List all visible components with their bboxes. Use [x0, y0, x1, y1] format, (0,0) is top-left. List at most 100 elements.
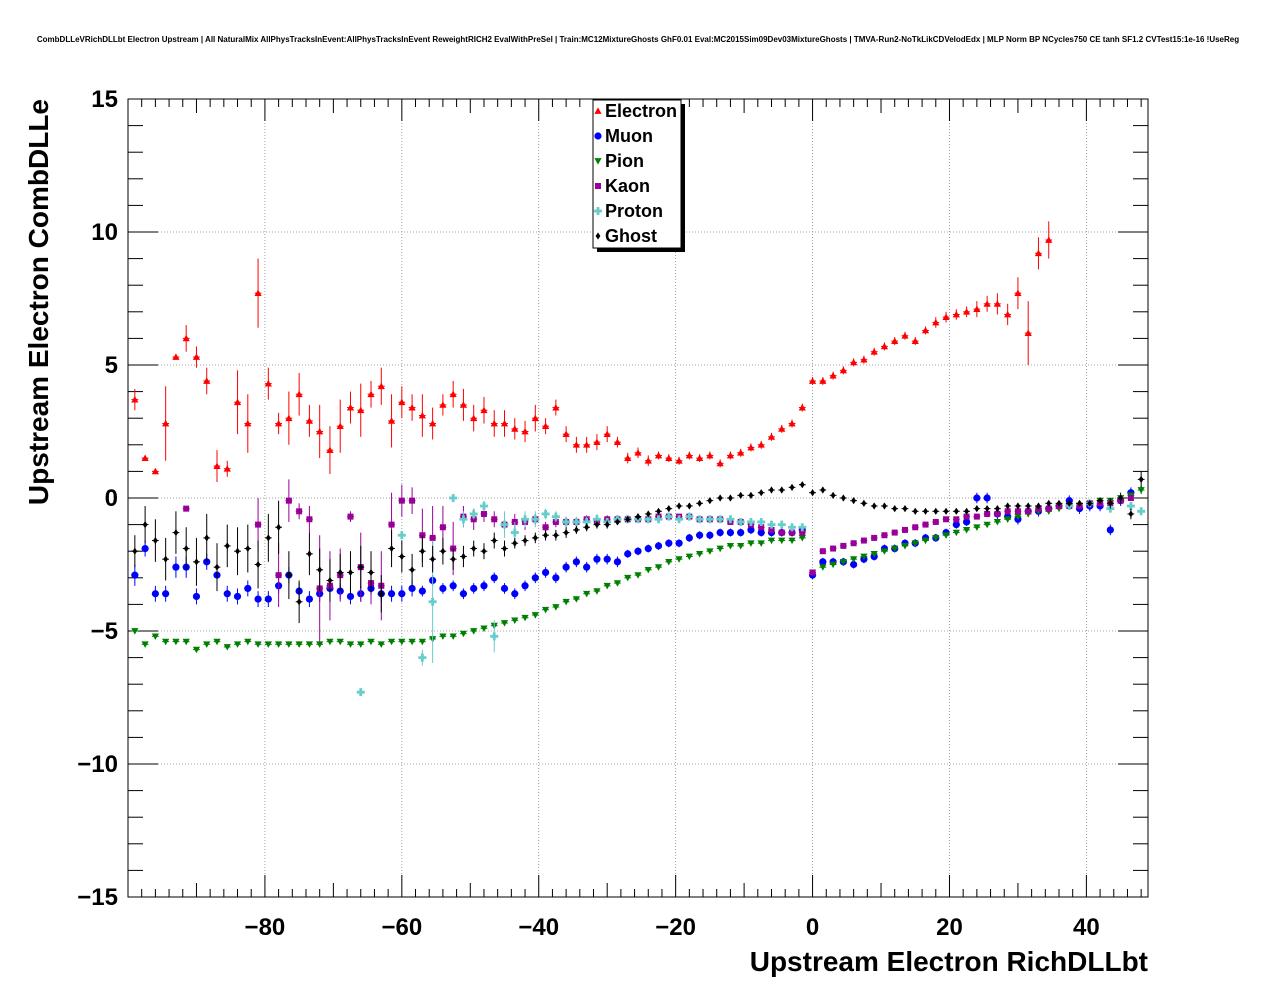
marker — [449, 494, 458, 502]
pion-point — [162, 638, 170, 646]
marker — [779, 486, 785, 494]
electron-point — [726, 451, 735, 460]
muon-point — [726, 528, 735, 537]
legend-entry-ghost: Ghost — [595, 226, 657, 246]
proton-point — [500, 511, 509, 538]
marker — [223, 590, 231, 598]
marker — [758, 489, 764, 497]
marker — [1015, 502, 1021, 510]
marker — [892, 505, 898, 513]
pion-point — [182, 638, 190, 646]
marker — [439, 401, 447, 408]
ghost-point — [531, 532, 539, 544]
legend-box — [592, 99, 682, 249]
muon-point — [254, 591, 262, 608]
marker — [860, 553, 868, 561]
electron-point — [808, 376, 817, 385]
marker — [204, 534, 210, 542]
ghost-point — [449, 548, 457, 570]
marker — [244, 584, 252, 593]
ghost-point — [1004, 502, 1012, 510]
kaon-point — [911, 524, 919, 531]
marker — [737, 543, 745, 550]
ghost-point — [254, 540, 262, 589]
muon-point — [511, 588, 519, 600]
marker — [398, 638, 406, 646]
marker — [399, 552, 405, 561]
electron-point — [778, 424, 786, 433]
marker — [603, 430, 611, 438]
kaon-point — [408, 487, 416, 514]
pion-point — [459, 630, 468, 638]
marker — [336, 422, 344, 430]
marker — [316, 427, 324, 435]
ghost-point — [952, 507, 960, 515]
marker — [716, 528, 724, 537]
marker — [624, 550, 632, 558]
marker — [264, 380, 272, 387]
y-axis-title: Upstream Electron CombDLLe — [23, 99, 54, 505]
ghost-point — [367, 551, 375, 594]
muon-point — [552, 572, 560, 584]
pion-point — [449, 633, 457, 640]
marker — [1126, 501, 1135, 510]
x-axis-title: Upstream Electron RichDLLbt — [750, 946, 1148, 977]
marker — [675, 539, 683, 547]
marker — [378, 590, 384, 598]
pion-point — [398, 638, 406, 646]
marker — [707, 497, 713, 505]
marker — [428, 597, 437, 606]
marker — [317, 566, 323, 574]
marker — [747, 443, 755, 451]
marker — [788, 419, 796, 427]
marker — [562, 430, 570, 438]
marker — [162, 638, 170, 646]
ghost-point — [655, 507, 662, 515]
marker — [1014, 508, 1021, 515]
marker — [450, 555, 456, 563]
marker — [470, 414, 478, 422]
ghost-point — [809, 489, 816, 497]
marker — [449, 633, 457, 640]
marker — [860, 356, 868, 363]
pion-point — [891, 545, 899, 553]
marker — [757, 441, 765, 448]
pion-point — [192, 646, 201, 654]
marker — [665, 454, 673, 461]
electron-point — [613, 436, 622, 448]
muon-point — [583, 561, 591, 573]
marker — [746, 517, 755, 526]
marker — [593, 588, 601, 595]
ghost-point — [490, 532, 498, 549]
proton-point — [716, 515, 725, 524]
electron-point — [552, 399, 560, 416]
ghost-point — [562, 527, 570, 538]
electron-point — [398, 386, 406, 419]
marker — [552, 604, 560, 611]
marker — [408, 403, 416, 411]
electron-point — [377, 367, 385, 405]
kaon-point — [1127, 495, 1135, 501]
electron-point — [521, 420, 529, 443]
marker — [819, 558, 827, 566]
muon-point — [983, 492, 991, 504]
marker — [214, 563, 220, 571]
x-tick-label: −80 — [245, 914, 286, 941]
electron-point — [737, 448, 745, 457]
marker — [562, 517, 571, 526]
marker — [912, 507, 918, 515]
marker — [500, 620, 509, 627]
electron-point — [439, 394, 447, 416]
ghost-point — [203, 513, 211, 562]
ghost-point — [901, 505, 909, 513]
electron-point — [182, 325, 190, 352]
marker — [839, 366, 847, 374]
kaon-point — [942, 516, 950, 523]
electron-point — [603, 426, 611, 443]
marker — [778, 425, 786, 432]
ghost-point — [993, 505, 1001, 513]
pion-point — [470, 628, 478, 635]
electron-point — [973, 301, 981, 318]
muon-point — [624, 549, 632, 558]
pion-point — [675, 556, 683, 563]
